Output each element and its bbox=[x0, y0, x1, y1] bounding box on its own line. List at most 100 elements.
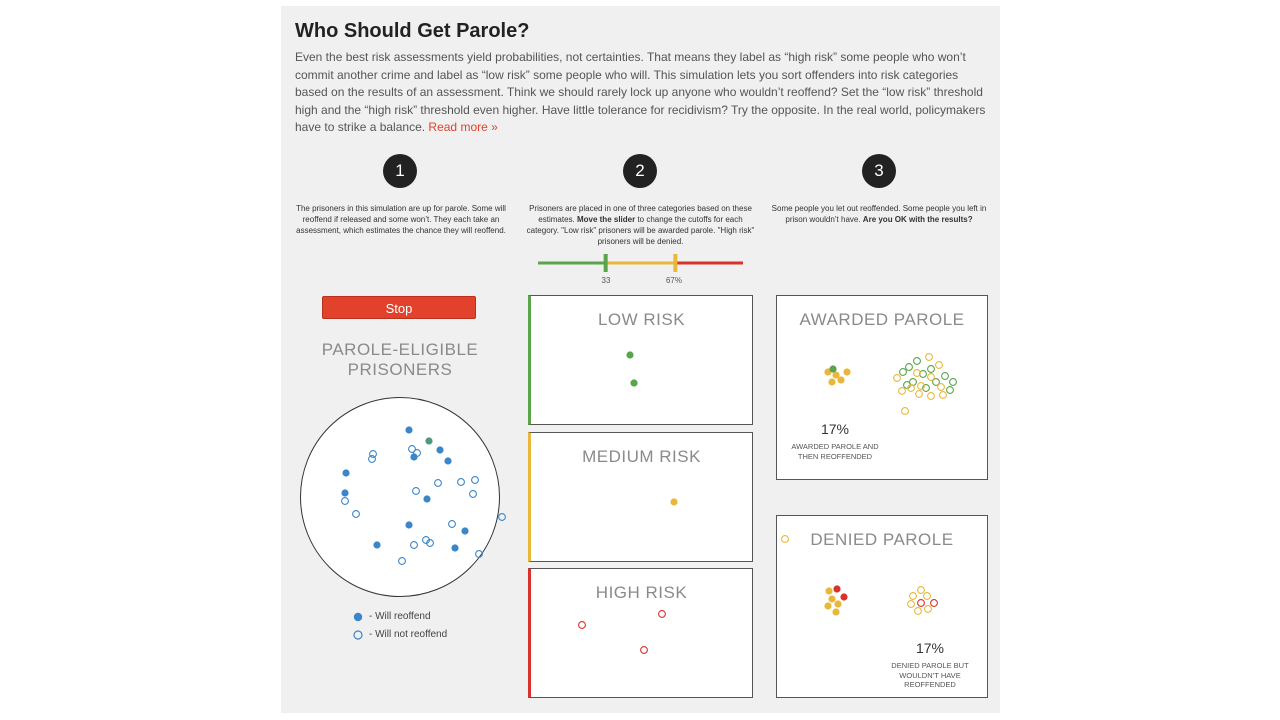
intro-text: Even the best risk assessments yield pro… bbox=[295, 50, 986, 134]
high-risk-title: HIGH RISK bbox=[595, 583, 688, 602]
pool-heading: PAROLE-ELIGIBLE PRISONERS bbox=[321, 340, 479, 379]
step-1-badge: 1 bbox=[383, 154, 417, 188]
step-1-text: The prisoners in this simulation are up … bbox=[296, 204, 506, 235]
awarded-not-reoffended-dot bbox=[901, 407, 909, 415]
denied-reoffend-dot bbox=[834, 600, 842, 608]
awarded-percent: 17% bbox=[820, 421, 850, 437]
prisoner-dots-layer bbox=[578, 351, 957, 654]
stop-button[interactable]: Stop bbox=[322, 296, 476, 319]
prisoner-dot-will-not-reoffend bbox=[413, 449, 421, 457]
legend-will-not-reoffend: - Will not reoffend bbox=[369, 629, 448, 640]
awarded-not-reoffended-dot bbox=[905, 363, 913, 371]
denied-not-reoffend-dot bbox=[781, 535, 789, 543]
step-3-badge: 3 bbox=[862, 154, 896, 188]
denied-reoffend-dot bbox=[825, 587, 833, 595]
simulation-panel: Who Should Get Parole? Even the best ris… bbox=[281, 6, 1000, 713]
step-2-text: Prisoners are placed in one of three cat… bbox=[526, 204, 755, 246]
slider-high-label: 67% bbox=[665, 276, 682, 285]
awarded-reoffended-dot bbox=[837, 376, 845, 384]
slider-low-label: 33 bbox=[601, 276, 611, 285]
prisoner-dot-will-not-reoffend bbox=[408, 445, 416, 453]
awarded-not-reoffended-dot bbox=[946, 386, 954, 394]
awarded-not-reoffended-dot bbox=[927, 373, 935, 381]
prisoner-dot-will-reoffend bbox=[436, 446, 444, 454]
prisoner-dot-will-not-reoffend bbox=[469, 490, 477, 498]
medium-risk-box: MEDIUM RISK bbox=[528, 432, 753, 562]
awarded-reoffended-dot bbox=[829, 365, 837, 373]
intro-paragraph: Even the best risk assessments yield pro… bbox=[295, 49, 989, 137]
medium-risk-title: MEDIUM RISK bbox=[582, 447, 701, 466]
prisoner-dot-will-reoffend bbox=[410, 453, 418, 461]
denied-reoffend-dot bbox=[828, 595, 836, 603]
prisoner-dot-will-reoffend bbox=[444, 457, 452, 465]
prisoner-dot-will-not-reoffend bbox=[498, 513, 506, 521]
denied-reoffend-dot bbox=[824, 602, 832, 610]
prisoner-dot-will-reoffend bbox=[373, 541, 381, 549]
medium-risk-dot bbox=[670, 498, 678, 506]
low-risk-title: LOW RISK bbox=[597, 310, 686, 329]
awarded-not-reoffended-dot bbox=[917, 382, 925, 390]
prisoner-dot-will-reoffend bbox=[451, 544, 459, 552]
read-more-link[interactable]: Read more » bbox=[428, 120, 498, 134]
denied-not-reoffend-dot bbox=[907, 600, 915, 608]
denied-not-reoffend-dot bbox=[917, 599, 925, 607]
prisoner-dot-will-not-reoffend bbox=[410, 541, 418, 549]
denied-parole-title: DENIED PAROLE bbox=[810, 530, 954, 549]
high-risk-dot bbox=[640, 646, 648, 654]
awarded-not-reoffended-dot bbox=[913, 369, 921, 377]
denied-not-reoffend-dot bbox=[909, 592, 917, 600]
denied-percent: 17% bbox=[915, 640, 945, 656]
prisoner-dot-will-reoffend bbox=[341, 489, 349, 497]
prisoner-dot-will-not-reoffend bbox=[475, 550, 483, 558]
awarded-percent-label: AWARDED PAROLE AND THEN REOFFENDED bbox=[791, 442, 879, 461]
prisoner-dot-will-reoffend bbox=[342, 469, 350, 477]
slider-high-handle[interactable] bbox=[673, 254, 678, 272]
prisoner-dot-will-reoffend bbox=[405, 521, 413, 529]
awarded-not-reoffended-dot bbox=[935, 361, 943, 369]
awarded-not-reoffended-dot bbox=[937, 383, 945, 391]
legend-will-reoffend: - Will reoffend bbox=[369, 611, 431, 622]
awarded-not-reoffended-dot bbox=[919, 370, 927, 378]
high-risk-dot bbox=[578, 621, 586, 629]
denied-not-reoffend-dot bbox=[924, 605, 932, 613]
low-risk-dot bbox=[630, 379, 638, 387]
prisoner-dot-will-not-reoffend bbox=[457, 478, 465, 486]
legend-icons bbox=[353, 612, 363, 640]
awarded-not-reoffended-dot bbox=[922, 384, 930, 392]
denied-not-reoffend-dot bbox=[917, 586, 925, 594]
prisoner-dot-will-reoffend bbox=[405, 426, 413, 434]
awarded-not-reoffended-dot bbox=[899, 368, 907, 376]
denied-parole-box: DENIED PAROLE 17% DENIED PAROLE BUT WOUL… bbox=[776, 515, 988, 698]
awarded-not-reoffended-dot bbox=[907, 384, 915, 392]
legend-empty-dot-icon bbox=[353, 630, 363, 640]
awarded-not-reoffended-dot bbox=[925, 353, 933, 361]
prisoner-dot-will-not-reoffend bbox=[398, 557, 406, 565]
prisoner-dot-will-not-reoffend bbox=[341, 497, 349, 505]
awarded-not-reoffended-dot bbox=[927, 392, 935, 400]
awarded-not-reoffended-dot bbox=[949, 378, 957, 386]
awarded-not-reoffended-dot bbox=[898, 387, 906, 395]
step-2-badge: 2 bbox=[623, 154, 657, 188]
prisoner-dot-will-not-reoffend bbox=[434, 479, 442, 487]
denied-not-reoffend-dot bbox=[914, 607, 922, 615]
prisoner-dot-will-not-reoffend bbox=[426, 539, 434, 547]
prisoner-dot-will-not-reoffend bbox=[352, 510, 360, 518]
prisoner-dot-moving bbox=[425, 437, 433, 445]
denied-not-reoffend-dot bbox=[923, 592, 931, 600]
low-risk-box: LOW RISK bbox=[528, 295, 753, 425]
threshold-slider[interactable] bbox=[537, 253, 744, 277]
prisoner-pool-dots bbox=[341, 426, 506, 565]
legend-filled-dot-icon bbox=[353, 612, 363, 622]
slider-low-handle[interactable] bbox=[603, 254, 608, 272]
prisoner-dot-will-not-reoffend bbox=[448, 520, 456, 528]
awarded-reoffended-dot bbox=[832, 371, 840, 379]
prisoner-dot-will-reoffend bbox=[423, 495, 431, 503]
low-risk-dot bbox=[626, 351, 634, 359]
awarded-not-reoffended-dot bbox=[927, 365, 935, 373]
denied-reoffend-dot bbox=[840, 593, 848, 601]
awarded-not-reoffended-dot bbox=[913, 357, 921, 365]
high-risk-box: HIGH RISK bbox=[528, 568, 753, 698]
denied-reoffend-dot bbox=[832, 608, 840, 616]
page-title: Who Should Get Parole? bbox=[295, 20, 530, 42]
prisoner-dot-will-not-reoffend bbox=[368, 455, 376, 463]
